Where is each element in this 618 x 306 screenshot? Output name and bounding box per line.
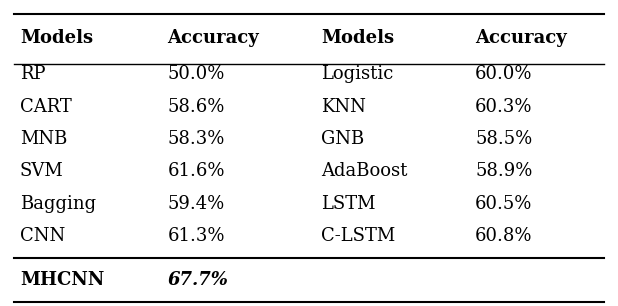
Text: LSTM: LSTM	[321, 195, 376, 213]
Text: AdaBoost: AdaBoost	[321, 162, 408, 181]
Text: Accuracy: Accuracy	[167, 29, 259, 47]
Text: CNN: CNN	[20, 227, 65, 245]
Text: 59.4%: 59.4%	[167, 195, 225, 213]
Text: RP: RP	[20, 65, 45, 83]
Text: Models: Models	[20, 29, 93, 47]
Text: GNB: GNB	[321, 130, 365, 148]
Text: Models: Models	[321, 29, 394, 47]
Text: 60.0%: 60.0%	[475, 65, 533, 83]
Text: 58.5%: 58.5%	[475, 130, 532, 148]
Text: 60.8%: 60.8%	[475, 227, 533, 245]
Text: 67.7%: 67.7%	[167, 271, 229, 289]
Text: MHCNN: MHCNN	[20, 271, 104, 289]
Text: 60.5%: 60.5%	[475, 195, 533, 213]
Text: Logistic: Logistic	[321, 65, 394, 83]
Text: 58.3%: 58.3%	[167, 130, 225, 148]
Text: MNB: MNB	[20, 130, 67, 148]
Text: 61.3%: 61.3%	[167, 227, 225, 245]
Text: 60.3%: 60.3%	[475, 98, 533, 115]
Text: C-LSTM: C-LSTM	[321, 227, 396, 245]
Text: KNN: KNN	[321, 98, 366, 115]
Text: Bagging: Bagging	[20, 195, 96, 213]
Text: 58.9%: 58.9%	[475, 162, 533, 181]
Text: CART: CART	[20, 98, 72, 115]
Text: 58.6%: 58.6%	[167, 98, 225, 115]
Text: SVM: SVM	[20, 162, 64, 181]
Text: 50.0%: 50.0%	[167, 65, 225, 83]
Text: Accuracy: Accuracy	[475, 29, 567, 47]
Text: 61.6%: 61.6%	[167, 162, 225, 181]
